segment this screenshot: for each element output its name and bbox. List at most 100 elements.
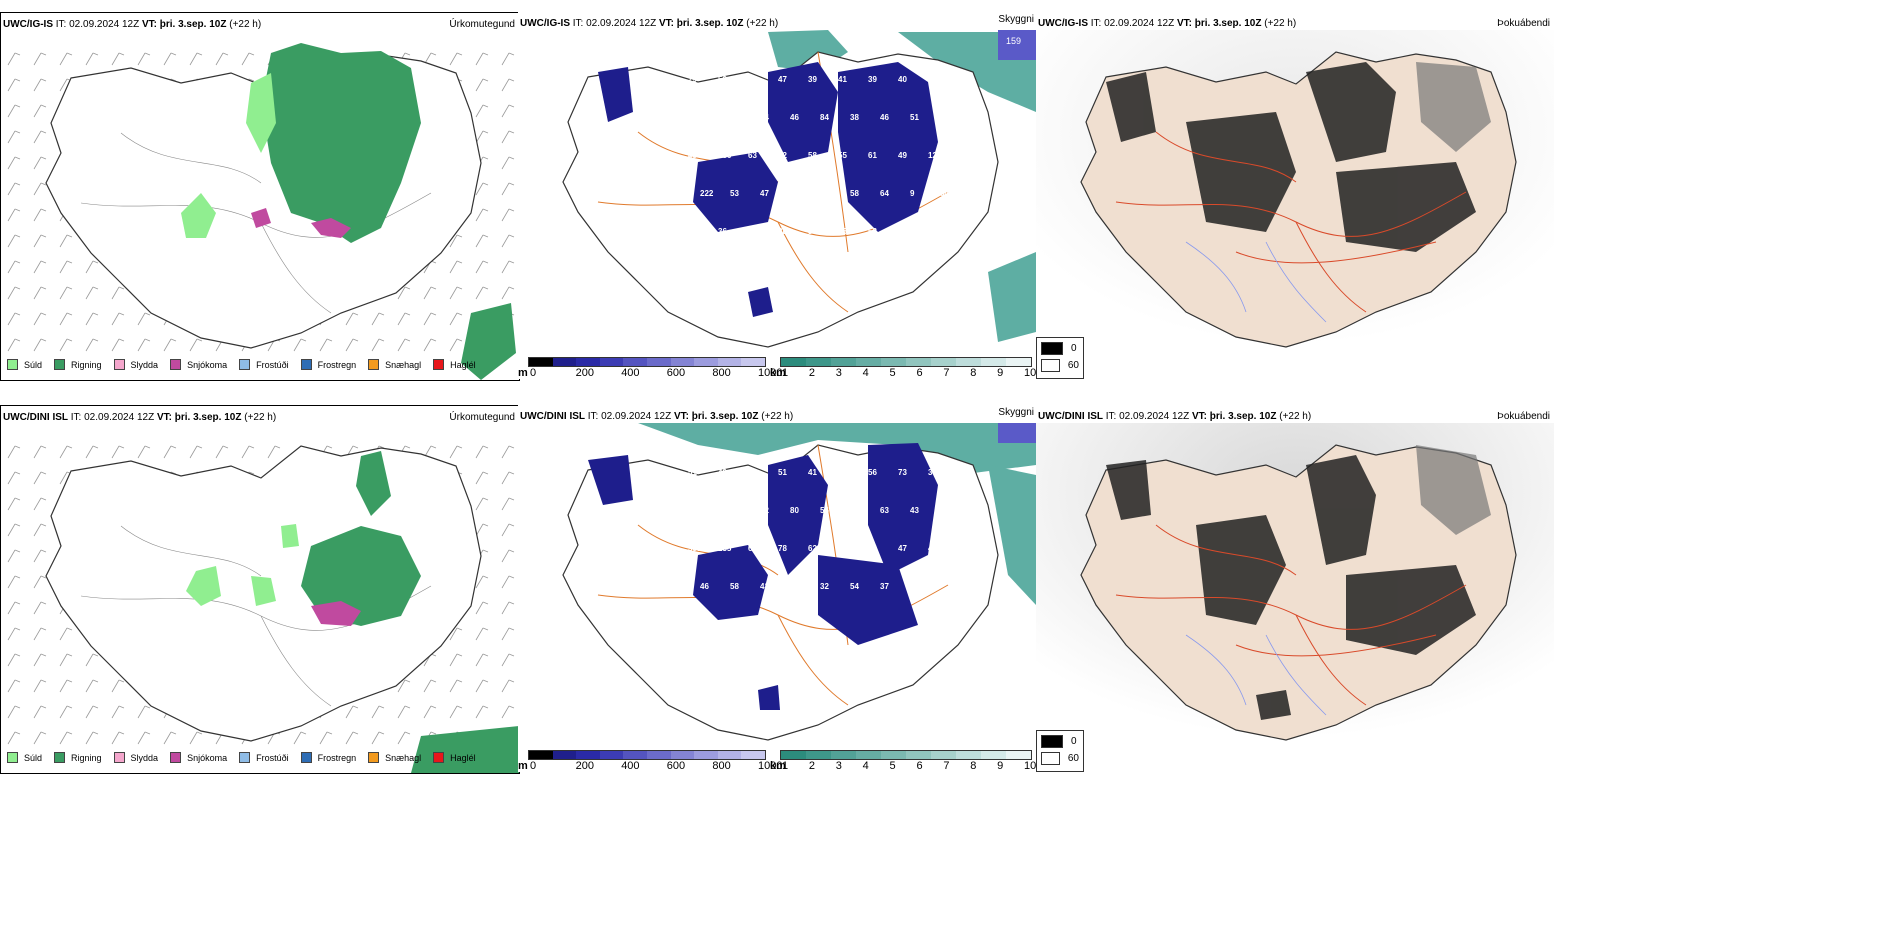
wind-barb [371, 338, 380, 352]
colorbar-segment [670, 751, 695, 759]
wind-barb [33, 627, 42, 641]
visibility-value-label: 235 [718, 544, 732, 553]
colorbar-tick: 9 [997, 367, 1004, 379]
wind-barb [137, 52, 146, 66]
visibility-value-label: 44 [748, 468, 757, 477]
wind-barb-flag [92, 445, 99, 449]
wind-barb-flag [482, 208, 489, 212]
wind-barb [7, 338, 16, 352]
colorbar-tick: 4 [862, 367, 869, 379]
wind-barb [111, 338, 120, 352]
wind-barb-flag [404, 445, 411, 449]
wind-barb-flag [482, 78, 489, 82]
colorbar-tick: 8 [970, 367, 977, 379]
colorbar-segment [599, 751, 624, 759]
wind-barb [111, 731, 120, 745]
visibility-value-label: 52 [718, 75, 727, 84]
cloud-base-colorbar: m 0 200 400 600 800 1000 [518, 357, 782, 379]
colorbar-segment [856, 358, 881, 366]
wind-barb-flag [14, 601, 21, 605]
wind-barb [33, 705, 42, 719]
wind-barb [111, 705, 120, 719]
wind-barb-flag [170, 445, 177, 449]
wind-barb-flag [352, 338, 359, 342]
visibility-value-label: 48 [760, 265, 769, 274]
wind-barb-flag [144, 312, 151, 316]
wind-barb [501, 705, 510, 719]
wind-barb-flag [508, 549, 515, 553]
legend-swatch [239, 359, 251, 370]
colorbar-segment [781, 358, 806, 366]
visibility-value-label: 38 [778, 227, 787, 236]
wind-barb [137, 338, 146, 352]
legend-swatch [300, 752, 312, 763]
wind-barb-flag [14, 234, 21, 238]
colorbar-tick: 3 [835, 760, 842, 772]
wind-barb [345, 731, 354, 745]
wind-barb-flag [40, 338, 47, 342]
legend-label: Rigning [71, 359, 102, 370]
wind-barb-flag [66, 234, 73, 238]
colorbar-strip [528, 750, 766, 760]
cloud-base-colorbar: m 0 200 400 600 800 1000 [518, 750, 782, 772]
wind-barb-flag [508, 679, 515, 683]
visibility-value-label: 47 [898, 544, 907, 553]
wind-barb-flag [14, 471, 21, 475]
wind-barb [189, 731, 198, 745]
wind-barb [33, 601, 42, 615]
colorbar-segment [931, 751, 956, 759]
precip-type-panel-1: UWC/IG-IS IT: 02.09.2024 12Z VT: þri. 3.… [0, 12, 520, 381]
panel-header: UWC/IG-IS IT: 02.09.2024 12Z VT: þri. 3.… [3, 19, 262, 30]
colorbar-tick: 200 [575, 760, 594, 772]
wind-barb-flag [40, 627, 47, 631]
legend-item: Snæhagl [368, 359, 421, 370]
wind-barb [85, 338, 94, 352]
wind-barb-flag [456, 445, 463, 449]
colorbar-segment [529, 751, 553, 759]
wind-barb [501, 471, 510, 485]
legend-item: Snjókoma [170, 359, 227, 370]
colorbar-tick: 1000 [758, 760, 783, 772]
wind-barb-flag [14, 549, 21, 553]
visibility-value-label: 62 [808, 544, 817, 553]
wind-barb [7, 312, 16, 326]
legend-item: Frostregn [300, 752, 356, 763]
visibility-value-label: 91 [910, 582, 919, 591]
wind-barb [397, 338, 406, 352]
legend-swatch [7, 359, 18, 370]
wind-barb [345, 705, 354, 719]
wind-barb [475, 78, 484, 92]
wind-barb-flag [66, 653, 73, 657]
legend-label: Haglél [450, 752, 476, 763]
visibility-value-label: 41 [838, 75, 847, 84]
wind-barb [59, 234, 68, 248]
fog-legend-item: 0 [1041, 735, 1079, 748]
legend-label: Frostregn [317, 359, 357, 370]
wind-barb-flag [248, 471, 255, 475]
colorbar-segment [599, 358, 624, 366]
fog-map [1036, 30, 1554, 379]
wind-barb [189, 445, 198, 459]
wind-barb [423, 705, 432, 719]
wind-barb [397, 312, 406, 326]
fog-legend: 0 60 [1036, 730, 1084, 772]
visibility-value-label: 53 [850, 265, 859, 274]
wind-barb [7, 523, 16, 537]
wind-barb-flag [14, 260, 21, 264]
wind-barb-flag [14, 523, 21, 527]
wind-barb-flag [40, 471, 47, 475]
wind-barb [7, 679, 16, 693]
wind-barb-flag [404, 312, 411, 316]
visibility-value-label: 58 [730, 582, 739, 591]
panel-header: UWC/IG-IS IT: 02.09.2024 12Z VT: þri. 3.… [1038, 18, 1297, 29]
visibility-value-label: 54 [940, 189, 949, 198]
visibility-value-label: 38 [850, 113, 859, 122]
wind-barb [59, 286, 68, 300]
legend-item: Frostúði [239, 359, 289, 370]
wind-barb [111, 445, 120, 459]
colorbar-tick: 7 [943, 367, 950, 379]
wind-barb-flag [482, 52, 489, 56]
wind-barb-flag [40, 234, 47, 238]
wind-barb [111, 679, 120, 693]
wind-barb-flag [92, 338, 99, 342]
